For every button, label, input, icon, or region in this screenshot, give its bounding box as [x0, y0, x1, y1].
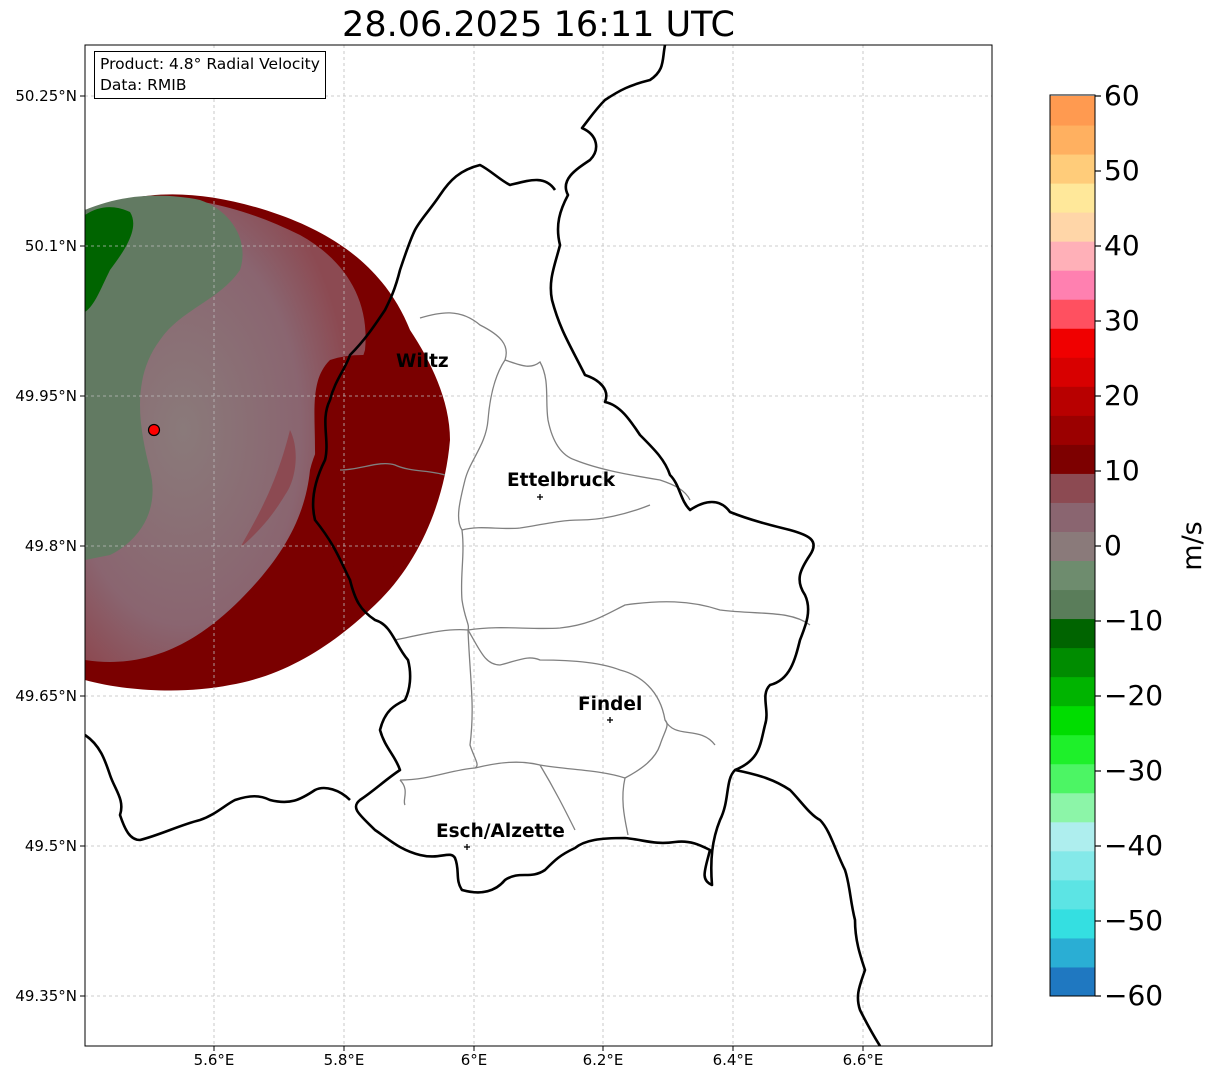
axis-ticks: [80, 95, 864, 1051]
radar-echo: [85, 194, 450, 691]
city-label-findel: Findel: [578, 694, 643, 715]
lon-tick: 5.8°E: [323, 1051, 365, 1069]
lat-tick: 49.5°N: [24, 837, 77, 855]
colorbar-segment: [1050, 705, 1095, 736]
city-label-esch-alzette: Esch/Alzette: [436, 821, 565, 842]
colorbar-tick: 20: [1104, 379, 1140, 412]
lon-tick: 6.4°E: [712, 1051, 754, 1069]
colorbar-segment: [1050, 792, 1095, 823]
colorbar-segment: [1050, 618, 1095, 649]
colorbar-tick: 30: [1104, 304, 1140, 337]
colorbar-segment: [1050, 966, 1095, 997]
colorbar-segment: [1050, 647, 1095, 678]
colorbar-segment: [1050, 270, 1095, 300]
colorbar-segment: [1050, 821, 1095, 852]
colorbar-tick: −40: [1104, 829, 1164, 862]
colorbar-segment: [1050, 241, 1095, 271]
lat-tick: 49.35°N: [15, 987, 77, 1005]
colorbar-segment: [1050, 183, 1095, 213]
colorbar-segment: [1050, 154, 1095, 184]
lat-tick: 49.95°N: [15, 387, 77, 405]
colorbar-segment: [1050, 96, 1095, 126]
product-info-box: Product: 4.8° Radial Velocity Data: RMIB: [94, 51, 326, 99]
colorbar-segment: [1050, 444, 1095, 474]
colorbar-tick: 40: [1104, 229, 1140, 262]
colorbar-tick: −10: [1104, 604, 1164, 637]
colorbar-tick: −60: [1104, 979, 1164, 1012]
colorbar-ticks: [1095, 95, 1101, 997]
colorbar-segment: [1050, 357, 1095, 387]
lon-tick: 5.6°E: [193, 1051, 235, 1069]
lat-tick: 49.65°N: [15, 687, 77, 705]
colorbar-segment: [1050, 560, 1095, 591]
lon-tick: 6°E: [460, 1051, 488, 1069]
city-label-wiltz: Wiltz: [396, 351, 449, 372]
colorbar-segment: [1050, 908, 1095, 939]
colorbar-segment: [1050, 531, 1095, 562]
colorbar-tick: 0: [1104, 529, 1122, 562]
colorbar: [1050, 96, 1095, 997]
colorbar-segment: [1050, 676, 1095, 707]
colorbar-segment: [1050, 734, 1095, 765]
product-label: Product: 4.8° Radial Velocity: [100, 55, 320, 73]
map-title: 28.06.2025 16:11 UTC: [342, 5, 735, 45]
colorbar-segment: [1050, 763, 1095, 794]
colorbar-tick: −20: [1104, 679, 1164, 712]
colorbar-segment: [1050, 937, 1095, 968]
data-source-label: Data: RMIB: [100, 76, 187, 94]
canton-boundaries: [339, 312, 811, 836]
colorbar-segment: [1050, 328, 1095, 358]
colorbar-segment: [1050, 125, 1095, 155]
lon-tick: 6.6°E: [842, 1051, 884, 1069]
city-markers: [464, 494, 613, 850]
colorbar-segment: [1050, 212, 1095, 242]
colorbar-segment: [1050, 850, 1095, 881]
national-borders: [85, 45, 882, 1046]
radar-site-marker: [147, 423, 161, 437]
colorbar-tick: 10: [1104, 454, 1140, 487]
colorbar-label: m/s: [1177, 521, 1207, 571]
colorbar-segment: [1050, 473, 1095, 503]
colorbar-tick: −50: [1104, 904, 1164, 937]
colorbar-tick: 60: [1104, 79, 1140, 112]
colorbar-segment: [1050, 386, 1095, 416]
city-label-ettelbruck: Ettelbruck: [507, 470, 616, 491]
lon-tick: 6.2°E: [582, 1051, 624, 1069]
colorbar-segment: [1050, 415, 1095, 445]
colorbar-segment: [1050, 502, 1095, 532]
colorbar-tick: −30: [1104, 754, 1164, 787]
colorbar-segment: [1050, 589, 1095, 620]
colorbar-segment: [1050, 299, 1095, 329]
colorbar-segment: [1050, 879, 1095, 910]
lat-tick: 50.1°N: [24, 237, 77, 255]
lat-tick: 50.25°N: [15, 87, 77, 105]
colorbar-tick: 50: [1104, 154, 1140, 187]
lat-tick: 49.8°N: [24, 537, 77, 555]
